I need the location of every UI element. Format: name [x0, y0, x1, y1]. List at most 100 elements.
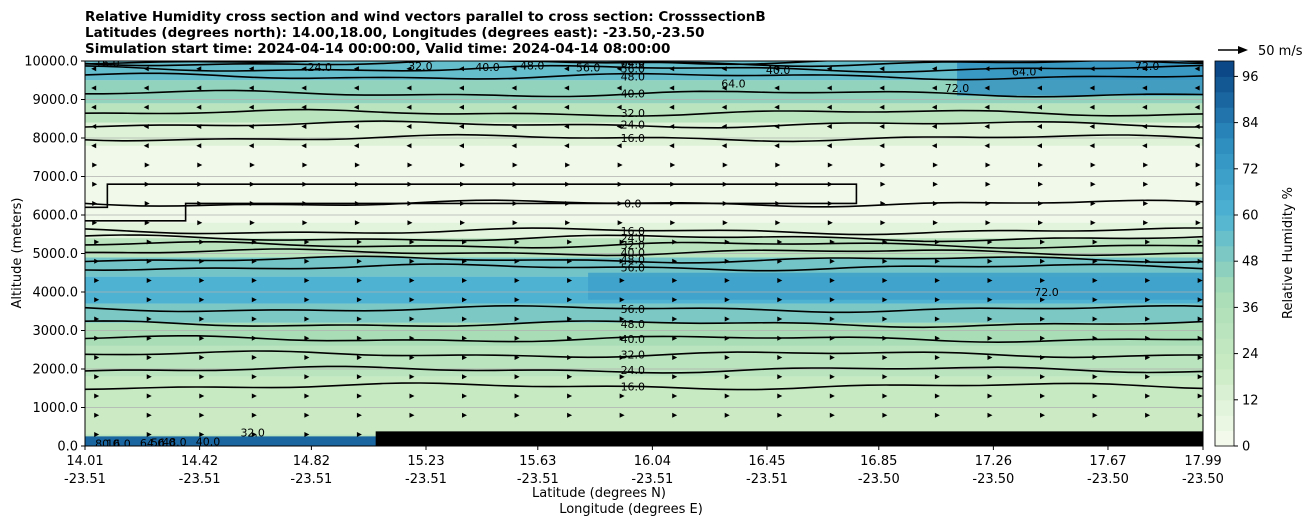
contour-line-17 [85, 72, 1203, 81]
wind-vector-412 [931, 85, 937, 91]
wind-vector-320 [722, 162, 728, 168]
y-tick-label-9: 9000.0 [33, 93, 79, 108]
wind-vector-378 [301, 104, 307, 110]
wind-vector-89 [146, 354, 152, 360]
wind-vector-116 [409, 335, 415, 341]
wind-vector-373 [1194, 123, 1200, 129]
wind-vector-225 [356, 239, 362, 245]
wind-vector-187 [672, 277, 678, 283]
wind-vector-105 [987, 354, 993, 360]
wind-vector-139 [462, 316, 468, 322]
wind-vector-193 [987, 277, 993, 283]
x-axis-label-lat: Latitude (degrees N) [532, 486, 666, 501]
wind-vector-166 [724, 297, 730, 303]
wind-vector-417 [1194, 85, 1200, 91]
contour-label-2: 24.0 [621, 364, 646, 377]
wind-vector-331 [143, 143, 149, 149]
wind-vector-277 [775, 200, 781, 206]
wind-vector-172 [1040, 297, 1046, 303]
wind-vector-324 [932, 162, 938, 168]
x-tick-label-lat-10: 17.99 [1184, 454, 1221, 469]
wind-vector-296 [617, 181, 623, 187]
wind-vector-165 [672, 297, 678, 303]
wind-vector-369 [984, 123, 990, 129]
contour-extra-label-3: 40.0 [475, 61, 500, 74]
wind-vector-289 [249, 181, 255, 187]
wind-vector-161 [462, 297, 468, 303]
wind-vector-122 [724, 335, 730, 341]
wind-vector-104 [934, 354, 940, 360]
contour-extra-label-0: 16.0 [95, 57, 120, 70]
contour-extra-label-4: 48.0 [520, 60, 545, 73]
wind-vector-123 [777, 335, 783, 341]
x-tick-label-lon-0: -23.51 [64, 472, 106, 487]
wind-vector-314 [407, 162, 413, 168]
contour-extra-label-11: 16.0 [106, 438, 131, 451]
wind-vector-318 [617, 162, 623, 168]
wind-vector-233 [777, 239, 783, 245]
wind-vector-308 [92, 162, 98, 168]
wind-vector-102 [829, 354, 835, 360]
wind-vector-101 [777, 354, 783, 360]
wind-vector-71 [356, 374, 362, 380]
wind-vector-337 [459, 143, 465, 149]
wind-vector-163 [567, 297, 573, 303]
colorbar-segment-23 [1215, 76, 1234, 93]
wind-vector-119 [567, 335, 573, 341]
wind-vector-388 [826, 104, 832, 110]
wind-vector-169 [882, 297, 888, 303]
wind-vector-204 [409, 258, 415, 264]
wind-vector-240 [1145, 239, 1151, 245]
contour-label-11: 24.0 [621, 232, 646, 245]
wind-vector-226 [409, 239, 415, 245]
wind-vector-84 [1040, 374, 1046, 380]
wind-vector-144 [724, 316, 730, 322]
wind-vector-182 [409, 277, 415, 283]
wind-vector-106 [1040, 354, 1046, 360]
wind-vector-428 [616, 66, 622, 72]
wind-vector-156 [199, 297, 205, 303]
contour-label-8: 48.0 [621, 254, 646, 267]
wind-vector-422 [301, 66, 307, 72]
y-tick-label-8: 8000.0 [33, 132, 79, 147]
contour-extra-label-8: 40.0 [766, 64, 791, 77]
wind-vector-363 [669, 123, 675, 129]
wind-vector-150 [1040, 316, 1046, 322]
x-tick-label-lat-6: 16.45 [748, 454, 785, 469]
wind-vector-420 [196, 66, 202, 72]
wind-vector-247 [354, 220, 360, 226]
contour-extra-label-2: 32.0 [408, 60, 433, 73]
contour-extra-label-14: 48.0 [162, 436, 187, 449]
colorbar-tick-label-7: 84 [1242, 116, 1259, 131]
wind-vector-62 [1040, 393, 1046, 399]
humidity-band-12 [85, 103, 1203, 123]
wind-vector-137 [356, 316, 362, 322]
wind-vector-221 [146, 239, 152, 245]
colorbar-segment-3 [1215, 384, 1234, 401]
wind-vector-74 [514, 374, 520, 380]
contour-line-18 [85, 64, 1203, 73]
wind-vector-73 [462, 374, 468, 380]
wind-vector-356 [301, 123, 307, 129]
contour-extra-label-7: 72.0 [945, 82, 970, 95]
wind-vector-64 [1145, 393, 1151, 399]
wind-vector-47 [251, 393, 257, 399]
wind-vector-154 [94, 297, 100, 303]
contour-extra-label-1: 24.0 [308, 61, 333, 74]
wind-vector-17 [987, 431, 993, 437]
wind-vector-160 [409, 297, 415, 303]
colorbar-segment-19 [1215, 138, 1234, 154]
wind-vector-306 [1143, 181, 1149, 187]
contour-line-4 [85, 335, 1203, 344]
x-tick-label-lat-2: 14.82 [293, 454, 330, 469]
contour-extra-label-15: 56.0 [151, 437, 176, 450]
wind-vector-367 [879, 123, 885, 129]
wind-vector-279 [880, 200, 886, 206]
wind-vector-300 [827, 181, 833, 187]
wind-vector-67 [146, 374, 152, 380]
wind-vector-380 [406, 104, 412, 110]
contour-extra-label-16: 64.0 [140, 437, 165, 450]
x-tick-label-lat-4: 15.63 [519, 454, 556, 469]
wind-vector-6 [409, 431, 415, 437]
wind-vector-56 [724, 393, 730, 399]
